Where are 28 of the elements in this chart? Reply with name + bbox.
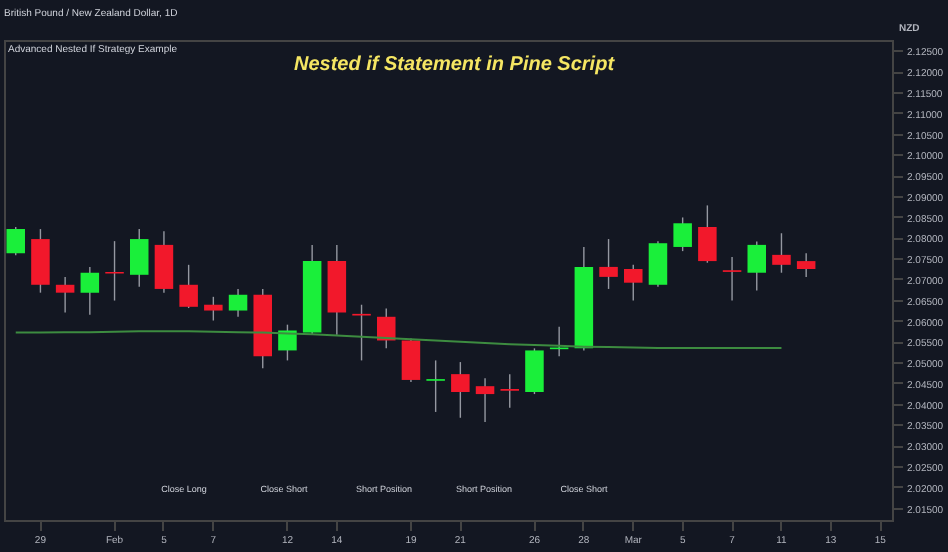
candlestick [278,323,297,362]
candlestick [475,377,495,423]
candlestick [6,226,25,256]
candlestick [105,240,124,302]
candlestick [129,228,149,288]
candlestick [31,228,50,294]
candlestick [796,252,816,278]
candlestick [55,276,75,314]
candlestick [401,337,421,383]
candlestick [747,240,767,292]
text: Nested if Statement in Pine Script [293,54,616,76]
candlestick [80,266,100,316]
candlestick [154,230,174,294]
candlestick [352,304,371,362]
candlestick [599,238,618,290]
candlestick [673,216,692,252]
candlestick [500,373,520,409]
candlestick [228,288,248,318]
candlestick [179,264,198,309]
candlestick [722,256,742,302]
candlestick [772,232,791,274]
candlestick [623,264,643,302]
candlestick [525,347,544,395]
candlestick [451,361,470,419]
candlestick [648,240,668,288]
candlestick [698,204,717,264]
candlestick [426,359,445,413]
candlestick [204,296,223,322]
